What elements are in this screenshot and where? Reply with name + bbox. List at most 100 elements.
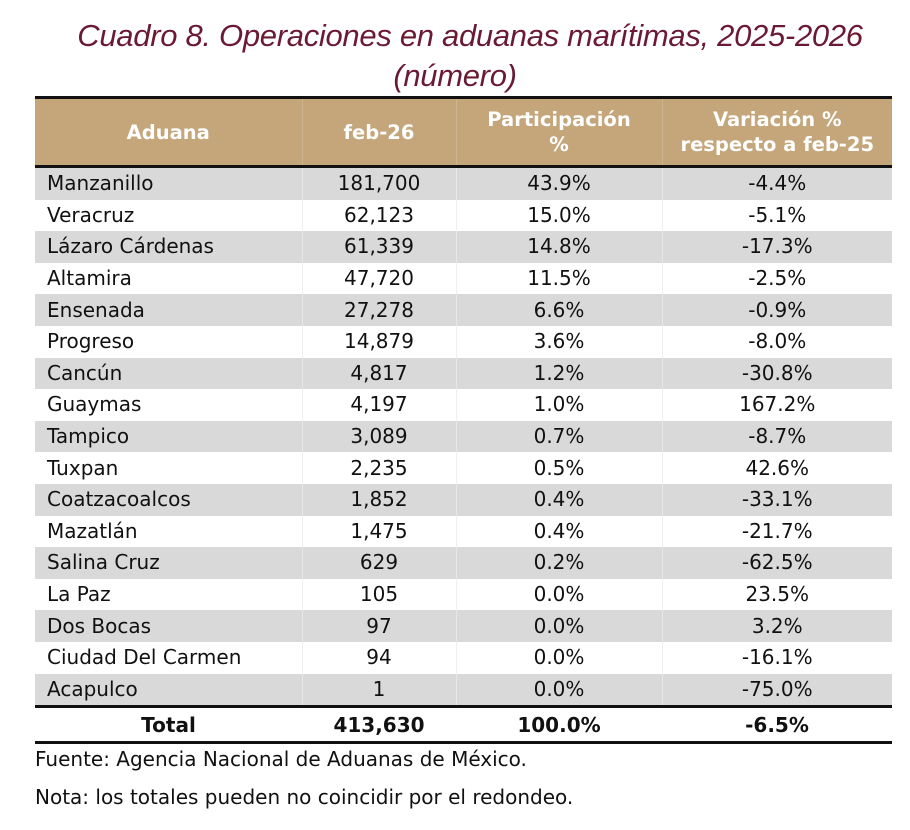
header-participacion-line2: %: [549, 133, 569, 156]
cell-aduana: Tuxpan: [35, 452, 302, 484]
cell-participacion: 0.2%: [455, 547, 662, 579]
cell-aduana: Tampico: [35, 420, 302, 453]
cell-feb26: 1: [301, 673, 456, 707]
cell-variacion: -0.9%: [661, 294, 892, 326]
total-row: Total 413,630 100.0% -6.5%: [35, 705, 892, 745]
cell-variacion: -75.0%: [661, 673, 892, 707]
cell-aduana: Coatzacoalcos: [35, 483, 302, 516]
cell-participacion: 14.8%: [455, 231, 662, 263]
header-feb26: feb-26: [301, 96, 456, 168]
cell-participacion: 1.0%: [455, 389, 662, 421]
table-row: Guaymas 4,197 1.0% 167.2%: [35, 389, 892, 421]
table-row: Ensenada 27,278 6.6% -0.9%: [35, 294, 892, 326]
header-variacion-line1: Variación %: [713, 108, 842, 131]
cell-variacion: 3.2%: [661, 610, 892, 642]
cell-variacion: -33.1%: [661, 483, 892, 516]
cell-variacion: -5.1%: [661, 199, 892, 232]
table-row: Cancún 4,817 1.2% -30.8%: [35, 357, 892, 390]
table-row: Dos Bocas 97 0.0% 3.2%: [35, 610, 892, 642]
cell-variacion: 42.6%: [661, 452, 892, 484]
cell-feb26: 62,123: [301, 199, 456, 232]
table-row: La Paz 105 0.0% 23.5%: [35, 578, 892, 611]
cell-aduana: Progreso: [35, 325, 302, 358]
cell-aduana: Dos Bocas: [35, 610, 302, 642]
cell-feb26: 1,852: [301, 483, 456, 516]
cell-feb26: 4,817: [301, 357, 456, 390]
cell-feb26: 629: [301, 547, 456, 579]
cell-variacion: -16.1%: [661, 641, 892, 674]
cell-participacion: 1.2%: [455, 357, 662, 390]
cell-variacion: -17.3%: [661, 231, 892, 263]
cell-variacion: -21.7%: [661, 515, 892, 548]
rounding-note: Nota: los totales pueden no coincidir po…: [35, 785, 574, 809]
cell-variacion: -2.5%: [661, 262, 892, 295]
cell-aduana: Manzanillo: [35, 166, 302, 200]
cell-participacion: 6.6%: [455, 294, 662, 326]
cell-feb26: 47,720: [301, 262, 456, 295]
table-row: Coatzacoalcos 1,852 0.4% -33.1%: [35, 483, 892, 516]
cell-participacion: 0.0%: [455, 578, 662, 611]
cell-participacion: 0.4%: [455, 483, 662, 516]
cell-feb26: 94: [301, 641, 456, 674]
table-row: Tuxpan 2,235 0.5% 42.6%: [35, 452, 892, 484]
source-note: Fuente: Agencia Nacional de Aduanas de M…: [35, 747, 527, 771]
cell-participacion: 43.9%: [455, 166, 662, 200]
cell-aduana: Cancún: [35, 357, 302, 390]
header-aduana: Aduana: [35, 96, 302, 168]
header-row: Aduana feb-26 Participación % Variación …: [35, 96, 892, 168]
table-row: Ciudad Del Carmen 94 0.0% -16.1%: [35, 641, 892, 674]
cell-participacion: 11.5%: [455, 262, 662, 295]
header-participacion-line1: Participación: [487, 108, 631, 131]
cell-variacion: 23.5%: [661, 578, 892, 611]
cell-feb26: 3,089: [301, 420, 456, 453]
cell-feb26: 97: [301, 610, 456, 642]
table-row: Salina Cruz 629 0.2% -62.5%: [35, 547, 892, 579]
cell-feb26: 105: [301, 578, 456, 611]
table-row: Progreso 14,879 3.6% -8.0%: [35, 325, 892, 358]
cell-feb26: 14,879: [301, 325, 456, 358]
table-row: Acapulco 1 0.0% -75.0%: [35, 673, 892, 707]
cell-participacion: 0.7%: [455, 420, 662, 453]
cell-aduana: Mazatlán: [35, 515, 302, 548]
cell-aduana: Veracruz: [35, 199, 302, 232]
cell-variacion: -4.4%: [661, 166, 892, 200]
cell-variacion: -8.0%: [661, 325, 892, 358]
header-participacion: Participación %: [455, 96, 662, 168]
cell-feb26: 1,475: [301, 515, 456, 548]
cell-variacion: -30.8%: [661, 357, 892, 390]
cell-aduana: Altamira: [35, 262, 302, 295]
cell-participacion: 0.5%: [455, 452, 662, 484]
table-row: Lázaro Cárdenas 61,339 14.8% -17.3%: [35, 231, 892, 263]
cell-aduana: Salina Cruz: [35, 547, 302, 579]
cell-variacion: 167.2%: [661, 389, 892, 421]
total-feb26: 413,630: [302, 705, 456, 745]
table-row: Tampico 3,089 0.7% -8.7%: [35, 420, 892, 453]
header-variacion-line2: respecto a feb-25: [680, 133, 875, 156]
cell-aduana: Ciudad Del Carmen: [35, 641, 302, 674]
cell-participacion: 0.4%: [455, 515, 662, 548]
cell-feb26: 27,278: [301, 294, 456, 326]
cell-participacion: 15.0%: [455, 199, 662, 232]
cell-variacion: -8.7%: [661, 420, 892, 453]
cell-participacion: 0.0%: [455, 610, 662, 642]
table-row: Altamira 47,720 11.5% -2.5%: [35, 262, 892, 295]
customs-operations-table: Aduana feb-26 Participación % Variación …: [35, 96, 892, 745]
cell-aduana: Ensenada: [35, 294, 302, 326]
table-row: Mazatlán 1,475 0.4% -21.7%: [35, 515, 892, 548]
total-variacion: -6.5%: [662, 705, 892, 745]
cell-feb26: 2,235: [301, 452, 456, 484]
cell-feb26: 181,700: [301, 166, 456, 200]
cell-aduana: La Paz: [35, 578, 302, 611]
total-label: Total: [35, 705, 302, 745]
header-variacion: Variación % respecto a feb-25: [661, 96, 892, 168]
cell-participacion: 3.6%: [455, 325, 662, 358]
cell-participacion: 0.0%: [455, 673, 662, 707]
table-title: Cuadro 8. Operaciones en aduanas marítim…: [77, 18, 863, 53]
cell-feb26: 4,197: [301, 389, 456, 421]
cell-feb26: 61,339: [301, 231, 456, 263]
table-row: Veracruz 62,123 15.0% -5.1%: [35, 199, 892, 232]
total-participacion: 100.0%: [456, 705, 662, 745]
cell-aduana: Guaymas: [35, 389, 302, 421]
cell-aduana: Lázaro Cárdenas: [35, 231, 302, 263]
cell-aduana: Acapulco: [35, 673, 302, 707]
